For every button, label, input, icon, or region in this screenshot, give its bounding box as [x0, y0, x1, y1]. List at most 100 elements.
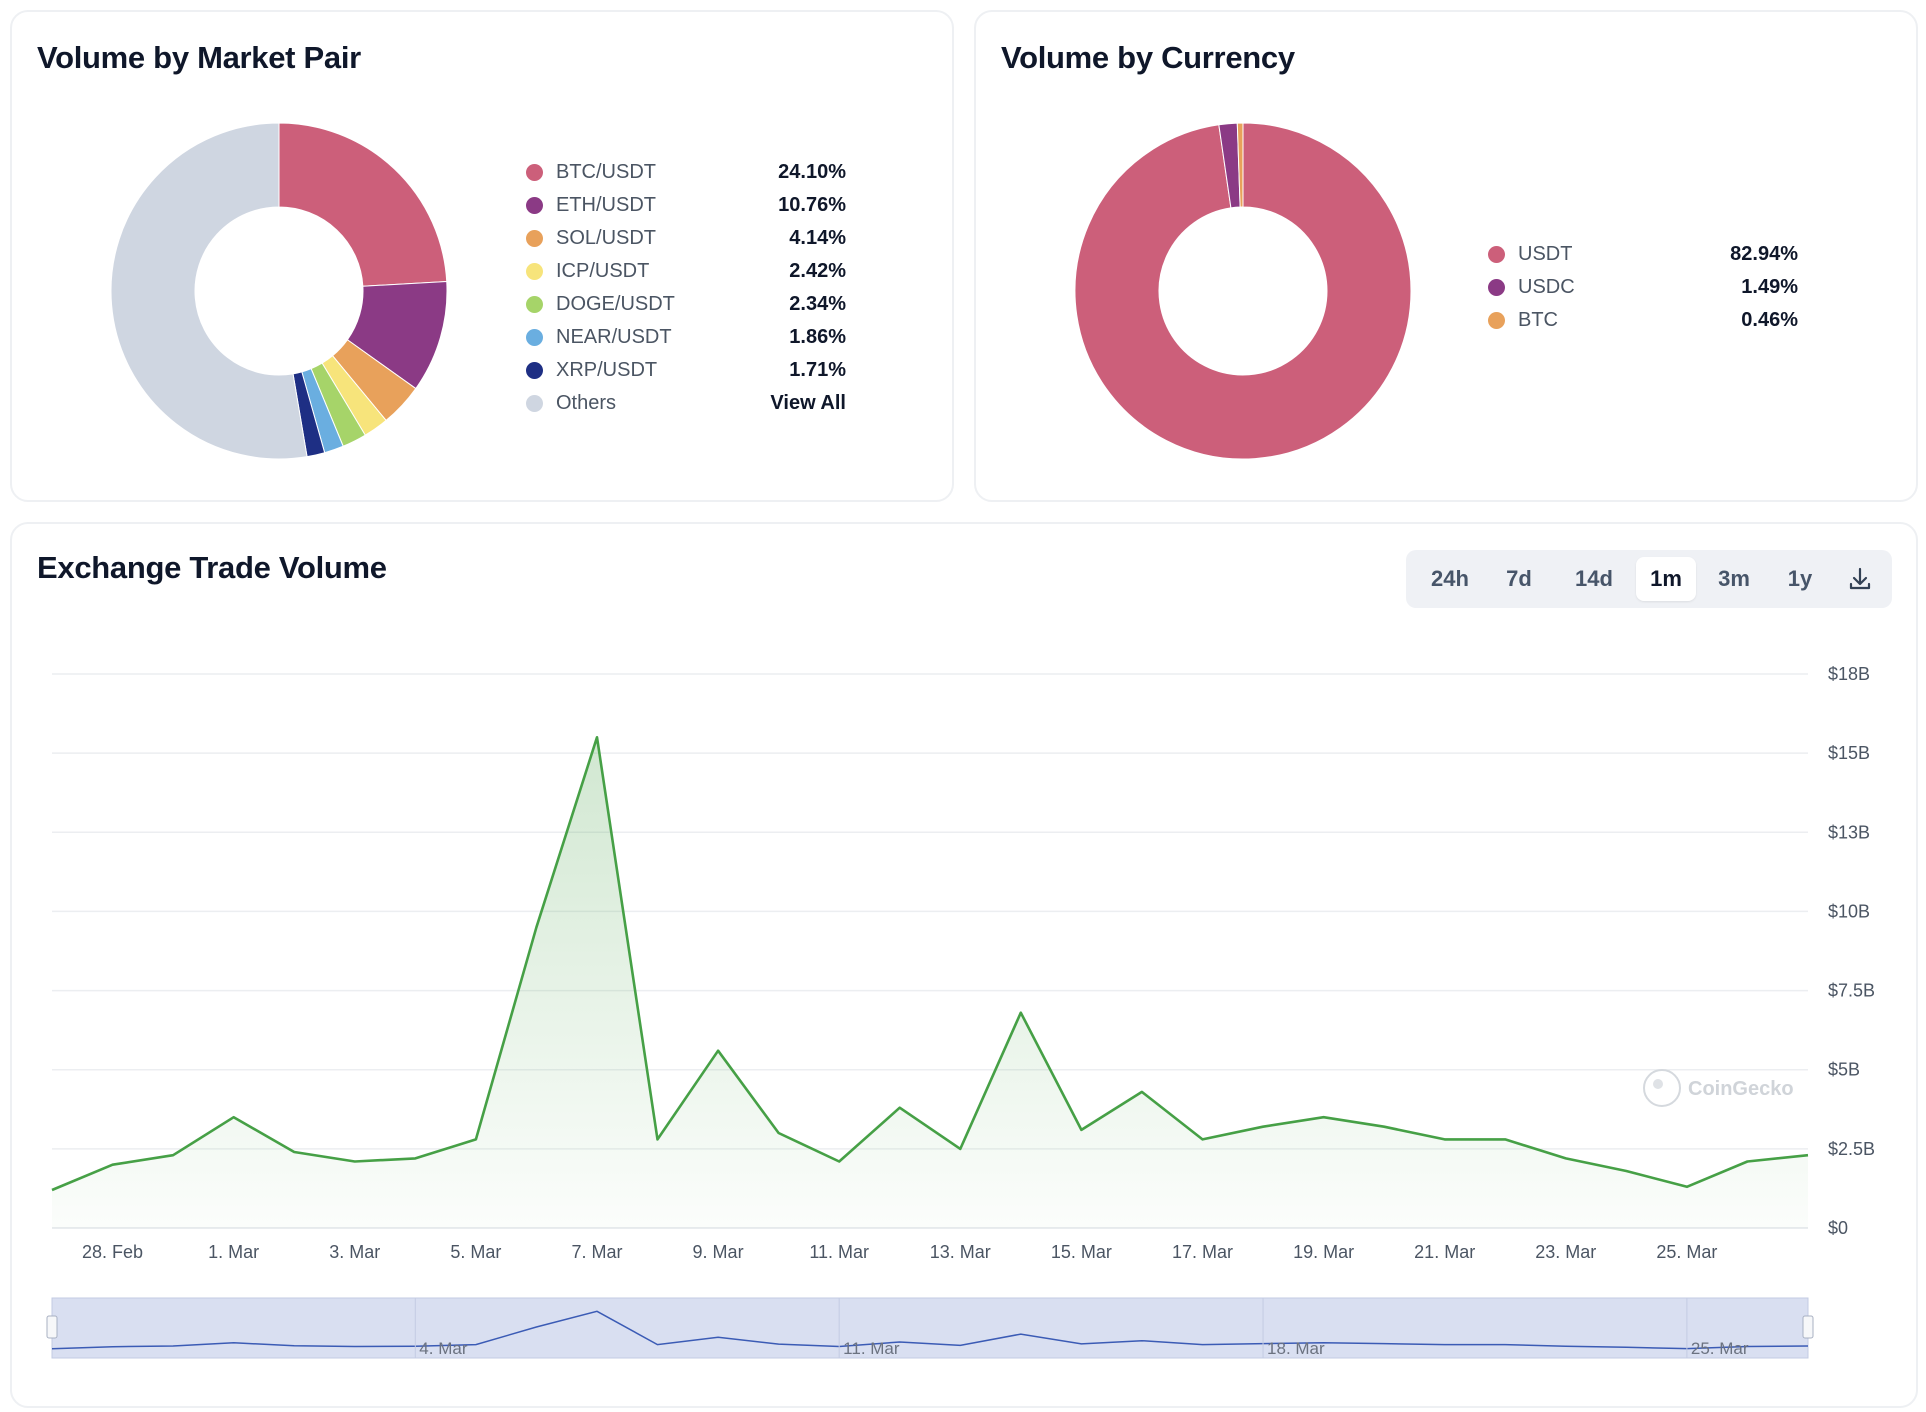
- volume-area: [52, 737, 1808, 1228]
- legend-item-eth-usdt[interactable]: ETH/USDT 10.76%: [526, 189, 846, 222]
- legend-swatch: [1488, 246, 1505, 263]
- legend-swatch: [1488, 312, 1505, 329]
- x-tick-label: 28. Feb: [82, 1242, 143, 1262]
- legend-item-btc[interactable]: BTC 0.46%: [1488, 304, 1798, 337]
- legend-value: 82.94%: [1730, 243, 1798, 265]
- x-tick-label: 3. Mar: [329, 1242, 380, 1262]
- volume-by-currency-title: Volume by Currency: [1001, 40, 1295, 75]
- range-button-3m[interactable]: 3m: [1718, 566, 1750, 591]
- legend-value: 4.14%: [789, 227, 846, 249]
- legend-label: ICP/USDT: [556, 260, 650, 282]
- legend-item-xrp-usdt[interactable]: XRP/USDT 1.71%: [526, 354, 846, 387]
- navigator-tick-label: 25. Mar: [1691, 1339, 1749, 1358]
- download-icon: [1849, 567, 1871, 590]
- volume-by-currency-card: Volume by Currency USDT 82.94% USDC 1.49% BT…: [974, 10, 1918, 502]
- legend-item-usdc[interactable]: USDC 1.49%: [1488, 271, 1798, 304]
- legend-item-near-usdt[interactable]: NEAR/USDT 1.86%: [526, 321, 846, 354]
- range-button-1y[interactable]: 1y: [1787, 566, 1813, 591]
- time-range-selector: 24h 7d 14d 1m 3m 1y: [1406, 550, 1892, 608]
- x-tick-label: 9. Mar: [693, 1242, 744, 1262]
- volume-by-pair-legend: BTC/USDT 24.10% ETH/USDT 10.76% SOL/USDT 4.14…: [526, 156, 846, 426]
- coingecko-logo-icon: [1643, 1069, 1681, 1107]
- volume-by-pair-card: Volume by Market Pair BTC/USDT 24.10% ETH/…: [10, 10, 954, 502]
- slice-others[interactable]: [110, 122, 308, 460]
- legend-swatch: [526, 296, 543, 313]
- x-tick-label: 13. Mar: [930, 1242, 991, 1262]
- navigator-tick-label: 18. Mar: [1267, 1339, 1325, 1358]
- legend-value: 1.71%: [789, 359, 846, 381]
- legend-label: ETH/USDT: [556, 194, 656, 216]
- legend-item-usdt[interactable]: USDT 82.94%: [1488, 238, 1798, 271]
- legend-label: BTC/USDT: [556, 161, 656, 183]
- legend-label: SOL/USDT: [556, 227, 657, 249]
- legend-value: 1.49%: [1741, 276, 1798, 298]
- x-tick-label: 5. Mar: [450, 1242, 501, 1262]
- navigator-tick-label: 11. Mar: [843, 1339, 900, 1358]
- range-button-1m[interactable]: 1m: [1636, 557, 1696, 601]
- navigator-handle-right[interactable]: [1802, 1315, 1814, 1339]
- x-tick-label: 17. Mar: [1172, 1242, 1233, 1262]
- x-tick-label: 1. Mar: [208, 1242, 259, 1262]
- legend-swatch: [526, 230, 543, 247]
- y-tick-label: $18B: [1828, 664, 1870, 684]
- legend-swatch: [526, 329, 543, 346]
- slice-btc[interactable]: [1236, 122, 1244, 208]
- range-button-14d[interactable]: 14d: [1575, 566, 1613, 591]
- legend-item-doge-usdt[interactable]: DOGE/USDT 2.34%: [526, 288, 846, 321]
- legend-value: 10.76%: [778, 194, 846, 216]
- volume-by-currency-donut: [1074, 122, 1412, 460]
- x-tick-label: 21. Mar: [1414, 1242, 1475, 1262]
- legend-label: BTC: [1518, 309, 1558, 331]
- legend-value: 2.34%: [789, 293, 846, 315]
- legend-swatch: [526, 164, 543, 181]
- legend-swatch: [526, 362, 543, 379]
- coingecko-logo-eye: [1653, 1079, 1663, 1089]
- volume-by-pair-donut: [110, 122, 448, 460]
- legend-swatch: [1488, 279, 1505, 296]
- x-tick-label: 7. Mar: [571, 1242, 622, 1262]
- legend-item-btc-usdt[interactable]: BTC/USDT 24.10%: [526, 156, 846, 189]
- legend-item-sol-usdt[interactable]: SOL/USDT 4.14%: [526, 222, 846, 255]
- legend-label: XRP/USDT: [556, 359, 658, 381]
- y-tick-label: $15B: [1828, 743, 1870, 763]
- slice-usdt[interactable]: [1074, 122, 1412, 460]
- view-all-link[interactable]: View All: [770, 392, 846, 414]
- legend-item-icp-usdt[interactable]: ICP/USDT 2.42%: [526, 255, 846, 288]
- legend-item-others[interactable]: Others View All: [526, 387, 846, 420]
- navigator-line: [51, 1310, 1809, 1350]
- range-button-24h[interactable]: 24h: [1431, 566, 1469, 591]
- y-tick-label: $13B: [1828, 822, 1870, 842]
- volume-line[interactable]: [51, 736, 1809, 1192]
- range-button-7d[interactable]: 7d: [1506, 566, 1532, 591]
- legend-value: 2.42%: [789, 260, 846, 282]
- y-tick-label: $5B: [1828, 1060, 1860, 1080]
- navigator-tick-label: 4. Mar: [419, 1339, 468, 1358]
- x-tick-label: 23. Mar: [1535, 1242, 1596, 1262]
- legend-value: 1.86%: [789, 326, 846, 348]
- y-tick-label: $0: [1828, 1218, 1848, 1238]
- y-tick-label: $7.5B: [1828, 981, 1875, 1001]
- legend-value: 0.46%: [1741, 309, 1798, 331]
- legend-swatch: [526, 263, 543, 280]
- legend-label: USDT: [1518, 243, 1573, 265]
- x-tick-label: 11. Mar: [809, 1242, 869, 1262]
- y-tick-label: $10B: [1828, 901, 1870, 921]
- navigator-handle-left[interactable]: [46, 1315, 58, 1339]
- coingecko-watermark: CoinGecko: [1688, 1078, 1794, 1100]
- x-tick-label: 19. Mar: [1293, 1242, 1354, 1262]
- legend-swatch: [526, 197, 543, 214]
- legend-label: NEAR/USDT: [556, 326, 672, 348]
- slice-btc-usdt[interactable]: [278, 122, 448, 287]
- volume-by-pair-title: Volume by Market Pair: [37, 40, 361, 75]
- x-tick-label: 15. Mar: [1051, 1242, 1112, 1262]
- navigator-window[interactable]: [51, 1297, 1809, 1359]
- legend-value: 24.10%: [778, 161, 846, 183]
- legend-label: Others: [556, 392, 617, 414]
- x-tick-label: 25. Mar: [1656, 1242, 1717, 1262]
- exchange-volume-title: Exchange Trade Volume: [37, 550, 387, 585]
- volume-by-currency-legend: USDT 82.94% USDC 1.49% BTC 0.46%: [1488, 238, 1798, 358]
- legend-swatch: [526, 395, 543, 412]
- legend-label: USDC: [1518, 276, 1575, 298]
- exchange-volume-card: Exchange Trade Volume 24h 7d 14d 1m 3m 1y 28.…: [10, 522, 1918, 1408]
- download-button[interactable]: [1838, 557, 1882, 601]
